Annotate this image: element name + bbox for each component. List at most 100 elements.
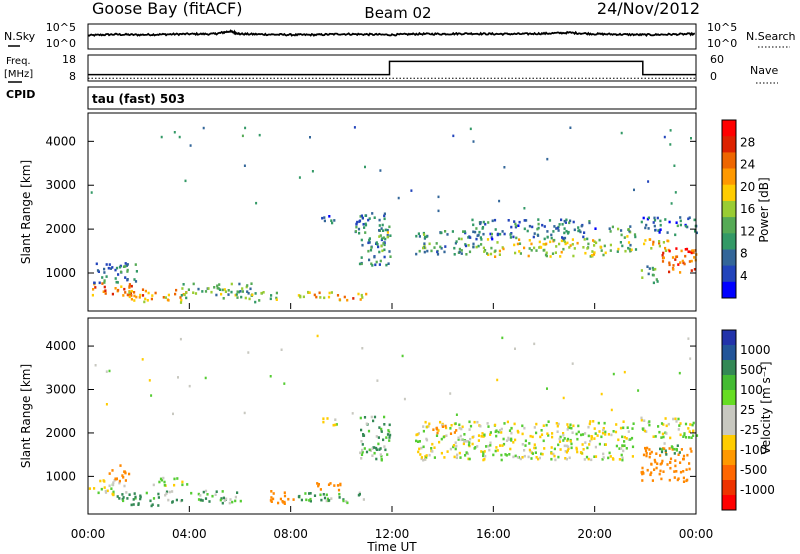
heatmap-cell xyxy=(603,421,606,425)
heatmap-cell xyxy=(594,455,598,458)
heatmap-cell xyxy=(359,298,362,301)
heatmap-cell xyxy=(462,442,465,446)
heatmap-cell xyxy=(492,453,495,457)
heatmap-cell xyxy=(621,435,624,439)
heatmap-cell xyxy=(546,157,549,161)
heatmap-cell xyxy=(468,441,471,444)
heatmap-cell xyxy=(436,427,439,431)
heatmap-cell xyxy=(164,296,167,299)
heatmap-cell xyxy=(150,297,153,301)
velocity-y-axis: 1000 2000 3000 4000 xyxy=(45,339,696,483)
heatmap-cell xyxy=(627,438,631,441)
colorbar-swatch xyxy=(722,136,736,153)
heatmap-cell xyxy=(454,441,457,444)
heatmap-cell xyxy=(604,433,607,436)
heatmap-cell xyxy=(533,342,536,346)
heatmap-cell xyxy=(661,459,664,463)
heatmap-cell xyxy=(128,472,131,476)
heatmap-cell xyxy=(103,285,106,289)
heatmap-cell xyxy=(388,430,391,434)
heatmap-cell xyxy=(556,226,559,230)
heatmap-cell xyxy=(387,262,390,265)
heatmap-cell xyxy=(680,448,683,451)
heatmap-cell xyxy=(383,217,386,221)
heatmap-cell xyxy=(381,237,384,240)
heatmap-cell xyxy=(262,291,265,294)
heatmap-cell xyxy=(655,278,658,281)
y-tick-label: 3000 xyxy=(45,383,76,397)
heatmap-cell xyxy=(652,221,655,224)
heatmap-cell xyxy=(672,268,675,271)
heatmap-cell xyxy=(425,456,428,459)
heatmap-cell xyxy=(647,227,650,230)
heatmap-cell xyxy=(173,131,176,134)
heatmap-cell xyxy=(338,496,341,499)
heatmap-cell xyxy=(222,297,225,300)
heatmap-cell xyxy=(336,294,340,297)
heatmap-cell xyxy=(320,498,323,502)
heatmap-cell xyxy=(95,262,98,266)
noise-sky-label: N.Sky xyxy=(4,30,36,43)
heatmap-cell xyxy=(420,456,423,459)
heatmap-cell xyxy=(158,480,161,484)
heatmap-cell xyxy=(275,296,278,300)
heatmap-cell xyxy=(368,448,371,452)
heatmap-cell xyxy=(529,434,532,438)
heatmap-cell xyxy=(460,252,463,255)
heatmap-cell xyxy=(114,268,117,272)
heatmap-cell xyxy=(676,478,679,482)
heatmap-cell xyxy=(250,282,253,285)
heatmap-cell xyxy=(98,281,101,285)
heatmap-cell xyxy=(204,497,208,500)
heatmap-cell xyxy=(571,238,574,241)
y-tick-label: 2000 xyxy=(45,426,76,440)
heatmap-cell xyxy=(185,296,188,300)
heatmap-cell xyxy=(643,429,646,433)
heatmap-cell xyxy=(125,491,128,494)
heatmap-cell xyxy=(562,247,565,251)
heatmap-cell xyxy=(383,255,386,259)
colorbar-tick-label: -500 xyxy=(740,463,767,477)
heatmap-cell xyxy=(682,480,686,483)
y-tick-label: 1000 xyxy=(45,469,76,483)
heatmap-cell xyxy=(587,457,590,461)
heatmap-cell xyxy=(383,445,386,448)
heatmap-cell xyxy=(660,422,664,425)
heatmap-cell xyxy=(197,492,200,496)
heatmap-cell xyxy=(360,453,364,456)
heatmap-cell xyxy=(688,467,691,471)
heatmap-cell xyxy=(668,261,671,265)
heatmap-cell xyxy=(674,191,677,194)
heatmap-cell xyxy=(374,263,377,267)
heatmap-cell xyxy=(435,434,439,437)
heatmap-cell xyxy=(647,180,650,183)
freq-unit-label: [MHz] xyxy=(4,69,33,80)
heatmap-cell xyxy=(370,246,373,249)
heatmap-cell xyxy=(582,235,585,239)
heatmap-cell xyxy=(487,444,490,448)
heatmap-cell xyxy=(378,218,381,222)
y-tick-label: 4000 xyxy=(45,339,76,353)
heatmap-cell xyxy=(602,452,605,456)
heatmap-cell xyxy=(478,230,481,234)
heatmap-cell xyxy=(508,438,511,441)
heatmap-cell xyxy=(283,382,286,385)
heatmap-cell xyxy=(688,216,691,219)
heatmap-cell xyxy=(292,498,295,501)
heatmap-cell xyxy=(545,423,548,427)
colorbar-tick-label: -100 xyxy=(740,443,767,457)
heatmap-cell xyxy=(338,298,341,301)
heatmap-cell xyxy=(144,297,147,301)
heatmap-cell xyxy=(336,484,340,487)
heatmap-cell xyxy=(243,411,246,415)
heatmap-cell xyxy=(138,296,141,299)
heatmap-cell xyxy=(666,239,669,243)
heatmap-cell xyxy=(275,298,278,301)
heatmap-cell xyxy=(641,479,644,482)
heatmap-cell xyxy=(519,457,522,461)
heatmap-cell xyxy=(659,469,662,473)
heatmap-cell xyxy=(687,337,690,340)
heatmap-cell xyxy=(566,437,570,441)
heatmap-cell xyxy=(674,459,677,462)
heatmap-cell xyxy=(553,225,556,228)
